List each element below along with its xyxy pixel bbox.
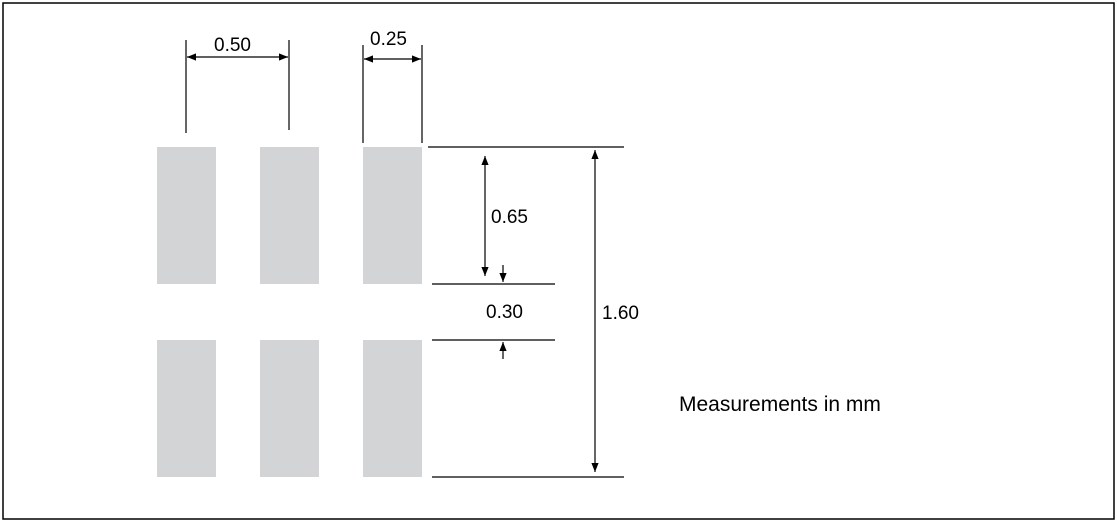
pad-top-3 <box>363 147 422 284</box>
gap-label: 0.30 <box>486 302 523 323</box>
pad-bottom-3 <box>363 340 422 477</box>
pad-top-2 <box>260 147 319 284</box>
total-length-label: 1.60 <box>602 303 639 324</box>
pitch-label: 0.50 <box>214 35 251 56</box>
pad-width-label: 0.25 <box>370 29 407 50</box>
pad-length-label: 0.65 <box>491 207 528 228</box>
units-note: Measurements in mm <box>679 393 881 416</box>
pad-bottom-2 <box>260 340 319 477</box>
pad-bottom-1 <box>157 340 216 477</box>
pad-top-1 <box>157 147 216 284</box>
